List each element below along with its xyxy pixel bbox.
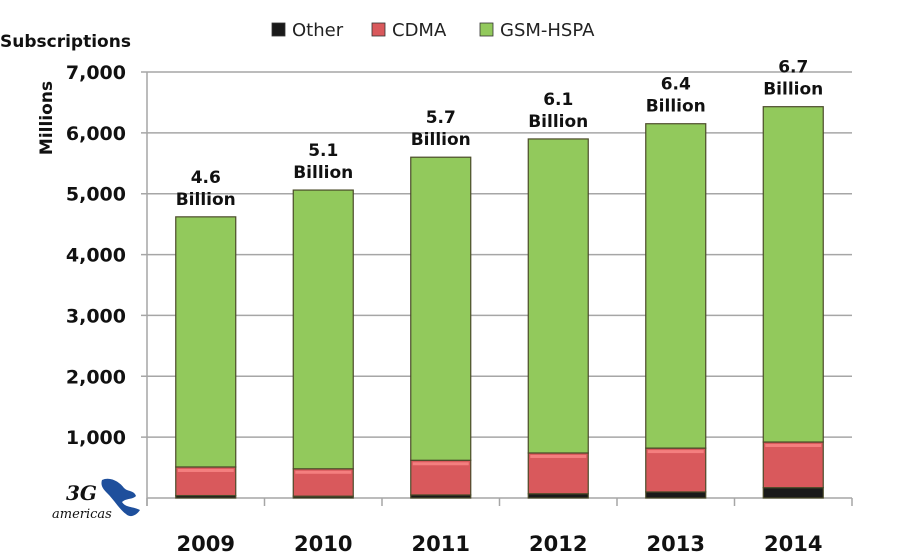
x-tick-label: 2009: [177, 532, 235, 556]
bar-segment-cdma: [645, 447, 707, 493]
y-tick-label: 2,000: [66, 366, 126, 388]
legend-label: Other: [292, 20, 344, 41]
bar-segment-cdma: [762, 441, 824, 489]
y-tick-label: 5,000: [66, 184, 126, 206]
data-label-value: 5.1: [308, 141, 338, 161]
logo-americas-icon: [101, 478, 140, 517]
bar-segment-gsm-hspa: [410, 156, 472, 461]
3g-americas-logo: 3G americas: [52, 478, 140, 522]
bar-segment-other: [762, 487, 824, 499]
x-tick-label: 2011: [412, 532, 470, 556]
bar-segment-highlight: [530, 454, 587, 458]
bar-segment-gsm-hspa: [175, 216, 237, 468]
data-label-unit: Billion: [176, 190, 236, 210]
legend: Other CDMA GSM-HSPA: [271, 20, 595, 41]
bar-segment-highlight: [647, 450, 704, 454]
gridlines: [141, 71, 852, 438]
y-axis-label: Millions: [37, 81, 57, 155]
bar-segment-cdma: [410, 459, 472, 496]
data-labels: 4.6Billion5.1Billion5.7Billion6.1Billion…: [176, 58, 824, 210]
data-label-unit: Billion: [293, 163, 353, 183]
legend-label: CDMA: [392, 20, 447, 41]
bar-segment-gsm-hspa: [292, 189, 354, 470]
bar-segment-other: [527, 493, 589, 499]
logo-americas-text: americas: [52, 507, 112, 522]
data-label-unit: Billion: [646, 97, 706, 117]
legend-swatch-other: [271, 22, 286, 37]
bar-segment-highlight: [765, 444, 822, 448]
data-label-unit: Billion: [528, 112, 588, 132]
y-tick-label: 6,000: [66, 123, 126, 145]
legend-swatch-cdma: [371, 22, 386, 37]
bar-segment-gsm-hspa: [762, 106, 824, 443]
x-tick-label: 2012: [529, 532, 587, 556]
bar-segment-cdma: [527, 452, 589, 495]
bar-segment-gsm-hspa: [645, 123, 707, 449]
x-tick-label: 2010: [294, 532, 352, 556]
data-label-value: 4.6: [191, 168, 221, 188]
logo-3g-text: 3G: [66, 481, 97, 505]
y-tick-label: 1,000: [66, 427, 126, 449]
data-label-value: 5.7: [426, 108, 456, 128]
y-tick-label: 3,000: [66, 305, 126, 327]
x-tick-label: 2014: [764, 532, 822, 556]
data-label-value: 6.4: [661, 75, 691, 95]
data-label-unit: Billion: [411, 130, 471, 150]
legend-label: GSM-HSPA: [500, 20, 595, 41]
legend-swatch-gsm-hspa: [479, 22, 494, 37]
bar-segment-highlight: [177, 468, 234, 472]
bar-segment-highlight: [295, 470, 352, 474]
y-tick-label: 4,000: [66, 245, 126, 267]
data-label-value: 6.1: [543, 90, 573, 110]
x-tick-label: 2013: [647, 532, 705, 556]
axes: 1,000 2,000 3,000 4,000 5,000 6,000 7,000 2009 2…: [66, 62, 853, 556]
bar-segment-other: [645, 491, 707, 499]
y-tick-label: 7,000: [66, 62, 126, 84]
bars: [175, 106, 824, 499]
bar-segment-gsm-hspa: [527, 138, 589, 454]
bar-segment-highlight: [412, 462, 469, 466]
data-label-unit: Billion: [763, 80, 823, 100]
chart-title: Subscriptions: [0, 32, 131, 52]
data-label-value: 6.7: [778, 58, 808, 78]
